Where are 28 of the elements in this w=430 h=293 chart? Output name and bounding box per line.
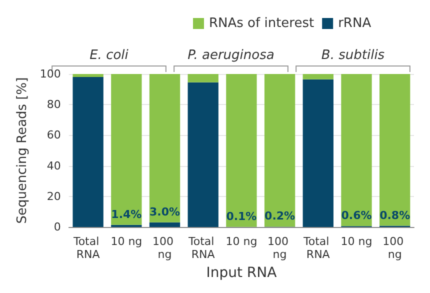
legend-label: RNAs of interest <box>209 16 314 31</box>
y-tick-label: 100 <box>40 68 61 80</box>
text: E. coli <box>90 48 129 63</box>
x-tick-label: 10 ng <box>110 235 142 248</box>
text: P. aeruginosa <box>188 48 274 63</box>
x-tick-label: 100 ng <box>382 235 408 261</box>
y-tick-label: 0 <box>54 220 61 234</box>
y-tick-label: 20 <box>46 190 61 203</box>
data-label: 0.8% <box>380 208 410 222</box>
x-tick-label: 100 ng <box>268 235 292 261</box>
x-axis-title: Input RNA <box>206 264 278 281</box>
data-label: 1.4% <box>111 208 142 221</box>
data-label: 3.0% <box>150 205 180 218</box>
text: B. subtilis <box>321 48 385 63</box>
y-tick-label: 40 <box>46 159 61 172</box>
x-tick-label: 10 ng <box>340 235 372 248</box>
x-tick-label: Total RNA <box>72 235 103 261</box>
x-tick-label: 100 ng <box>152 235 178 261</box>
data-label: 0.6% <box>341 209 372 222</box>
x-tick-label: 10 ng <box>226 235 258 248</box>
y-tick-label: 60 <box>46 128 61 142</box>
x-tick-label: Total RNA <box>302 235 333 261</box>
legend-label: rRNA <box>338 16 372 31</box>
data-label: 0.1% <box>226 210 257 223</box>
data-label: 0.2% <box>264 210 296 223</box>
y-axis-title: Sequencing Reads [%] <box>15 77 30 224</box>
y-tick-label: 80 <box>46 98 61 112</box>
x-tick-label: Total RNA <box>188 235 218 261</box>
